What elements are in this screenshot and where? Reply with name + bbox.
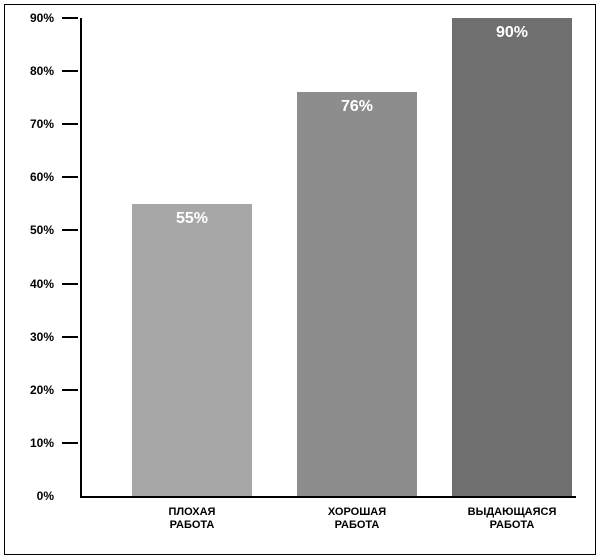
y-tick-mark [62,17,78,19]
y-tick-label: 50% [30,223,54,237]
x-category-label: ПЛОХАЯРАБОТА [112,506,272,532]
y-tick-label: 20% [30,383,54,397]
x-label-line1: ХОРОШАЯ [277,506,437,519]
y-tick-label: 70% [30,117,54,131]
y-tick-mark [62,389,78,391]
y-tick-mark [62,70,78,72]
x-label-line1: ПЛОХАЯ [112,506,272,519]
plot-area: 55% 76% 90% [82,18,576,496]
y-tick-label: 0% [37,489,54,503]
x-category-label: ХОРОШАЯРАБОТА [277,506,437,532]
y-tick-mark [62,442,78,444]
y-tick-mark [62,336,78,338]
y-axis-line [80,18,82,496]
y-tick-mark [62,176,78,178]
y-tick-label: 30% [30,330,54,344]
bar: 90% [452,18,572,496]
y-tick-label: 60% [30,170,54,184]
x-label-line2: РАБОТА [277,519,437,532]
y-tick-mark [62,229,78,231]
y-tick-label: 40% [30,277,54,291]
chart-frame: 55% 76% 90% 0% 10% 20% 30% 40% 50% 60% 70% 80% 90% ПЛ… [0,0,600,559]
y-tick-label: 80% [30,64,54,78]
x-category-label: ВЫДАЮЩАЯСЯРАБОТА [432,506,592,532]
bar-value-label: 55% [132,210,252,228]
y-tick-mark [62,283,78,285]
y-tick-label: 10% [30,436,54,450]
x-label-line1: ВЫДАЮЩАЯСЯ [432,506,592,519]
y-tick-label: 90% [30,11,54,25]
bar-value-label: 90% [452,24,572,42]
y-tick-mark [62,123,78,125]
bar: 76% [297,92,417,496]
x-label-line2: РАБОТА [112,519,272,532]
x-label-line2: РАБОТА [432,519,592,532]
x-axis-line [80,496,576,498]
bar-value-label: 76% [297,98,417,116]
bar: 55% [132,204,252,496]
